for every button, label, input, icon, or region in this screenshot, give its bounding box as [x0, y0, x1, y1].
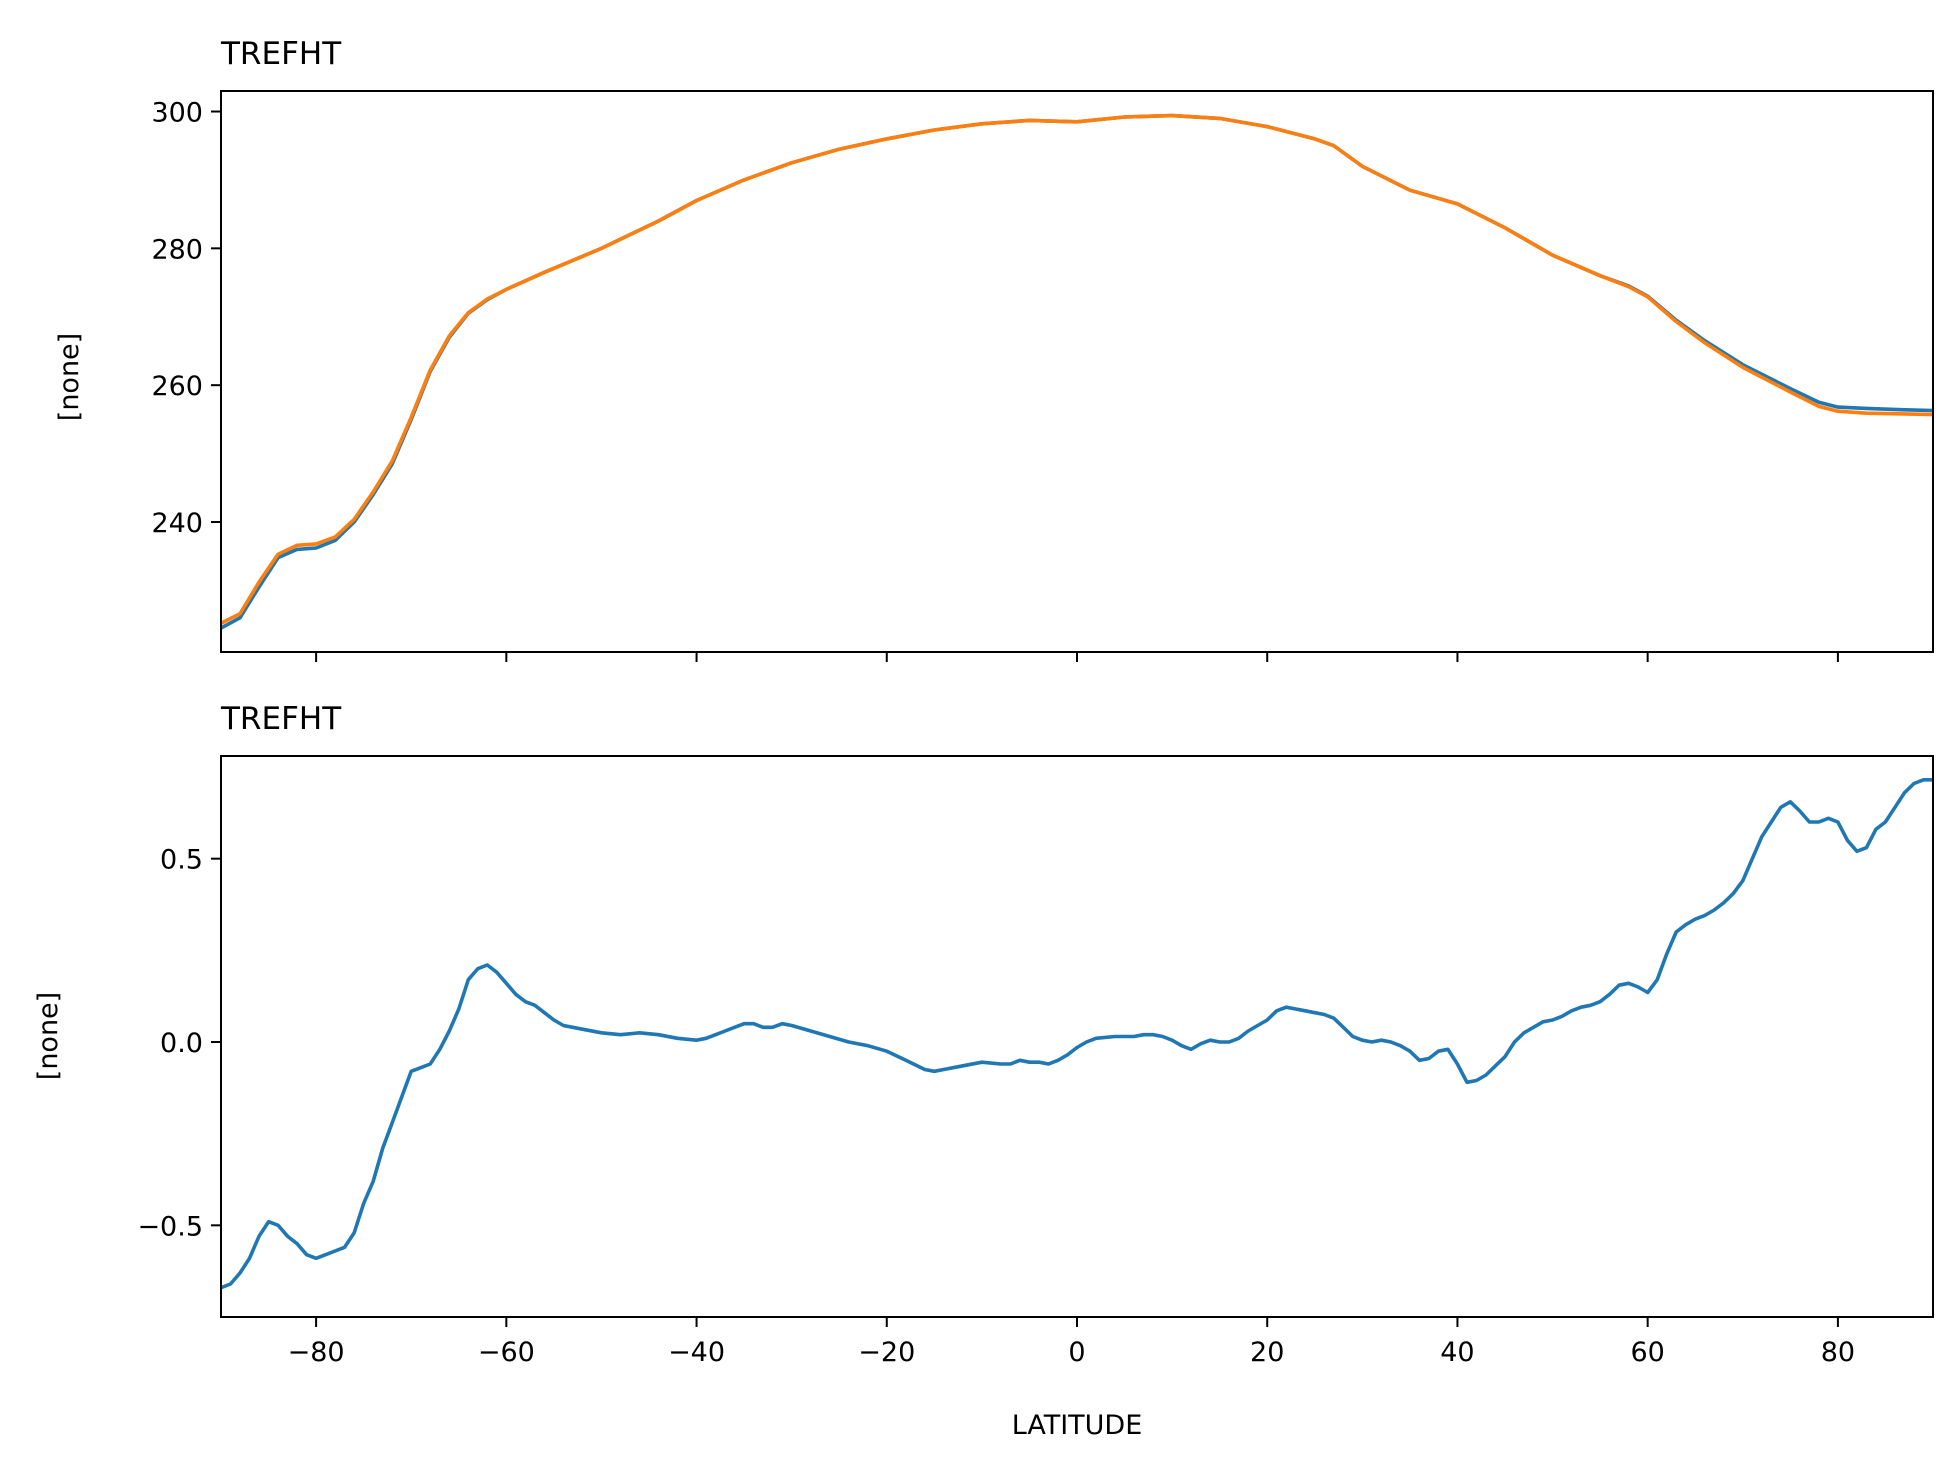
bottom-panel-x-tick-label: 80 — [1821, 1337, 1855, 1368]
bottom-panel-x-tick-label: 60 — [1630, 1337, 1664, 1368]
bottom-panel-y-tick-label: −0.5 — [137, 1211, 203, 1242]
bottom-panel-frame — [220, 755, 1934, 1318]
bottom-panel-y-tick-label: 0.5 — [160, 845, 203, 876]
top-panel-y-tick-label: 240 — [151, 508, 203, 539]
bottom-panel-x-tick-label: 0 — [1068, 1337, 1085, 1368]
top-panel-title: TREFHT — [220, 36, 342, 72]
bottom-panel-title: TREFHT — [220, 701, 342, 737]
top-panel-x-ticks — [315, 652, 1839, 662]
top-panel-y-tick-label: 280 — [151, 234, 203, 265]
top-panel-y-tick-label: 260 — [151, 371, 203, 402]
top-panel: TREFHT [none] 240 260 280 300 — [54, 36, 1934, 662]
bottom-panel-series — [221, 778, 1933, 1290]
bottom-panel-x-ticks: −80 −60 −40 −20 0 20 40 60 80 — [288, 1317, 1855, 1368]
bottom-panel: TREFHT [none] −0.5 0.0 0.5 −80 −60 −40 −20 0 20… — [33, 701, 1934, 1441]
top-panel-y-axis-label: [none] — [54, 333, 85, 421]
top-panel-y-tick-label: 300 — [151, 98, 203, 129]
bottom-panel-y-tick-label: 0.0 — [160, 1028, 203, 1059]
bottom-panel-x-axis-label: LATITUDE — [1012, 1410, 1143, 1441]
bottom-panel-x-tick-label: −20 — [858, 1337, 915, 1368]
bottom-panel-x-tick-label: −40 — [668, 1337, 725, 1368]
top-panel-y-ticks: 240 260 280 300 — [151, 98, 221, 539]
bottom-panel-x-tick-label: 40 — [1440, 1337, 1474, 1368]
bottom-panel-x-tick-label: −60 — [478, 1337, 535, 1368]
top-panel-series-line-2 — [221, 113, 1933, 626]
bottom-panel-y-axis-label: [none] — [33, 992, 64, 1080]
bottom-panel-series-line-1 — [221, 778, 1933, 1290]
bottom-panel-x-tick-label: −80 — [288, 1337, 345, 1368]
bottom-panel-y-ticks: −0.5 0.0 0.5 — [137, 845, 221, 1242]
top-panel-series — [221, 113, 1933, 631]
top-panel-frame — [220, 90, 1934, 653]
bottom-panel-x-tick-label: 20 — [1250, 1337, 1284, 1368]
